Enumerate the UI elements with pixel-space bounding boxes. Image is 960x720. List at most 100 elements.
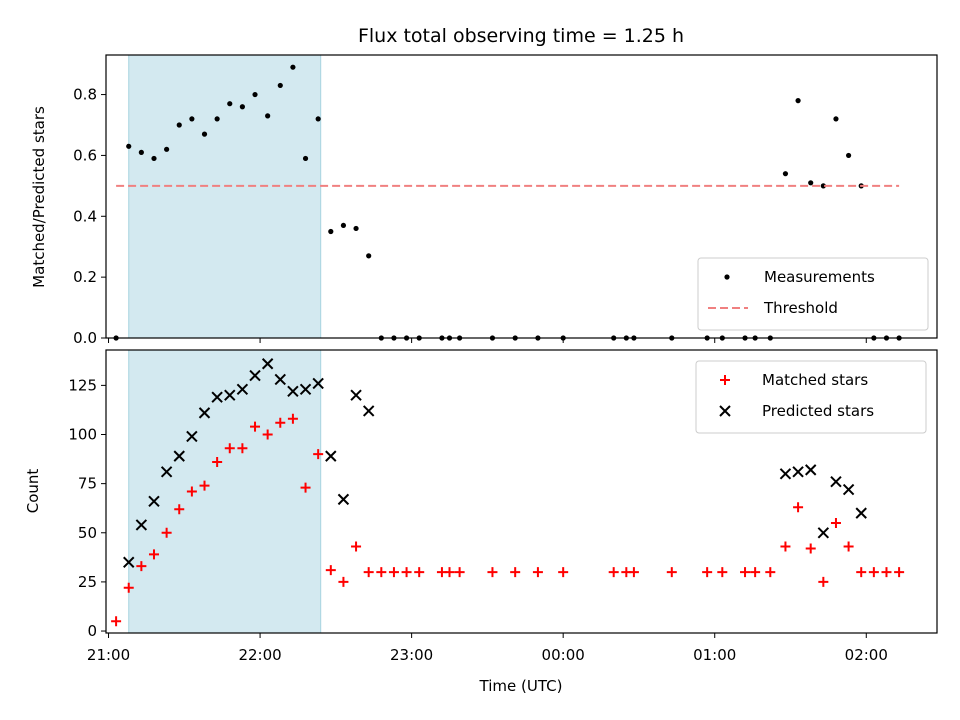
measurement-point [328, 228, 334, 235]
measurement-point [277, 82, 283, 89]
measurement-point [795, 98, 801, 104]
predicted-star-point [236, 383, 249, 396]
matched-star-point [765, 567, 776, 578]
top-y-tick-label: 0.2 [73, 268, 97, 286]
predicted-star-point [312, 377, 324, 390]
matched-star-point [212, 457, 223, 468]
predicted-star-point [337, 493, 350, 506]
top-legend: Measurements Threshold [697, 257, 929, 331]
matched-star-point [161, 527, 172, 538]
x-axis-label: Time (UTC) [479, 677, 563, 695]
matched-star-point [136, 561, 147, 572]
matched-star-point [740, 567, 751, 578]
predicted-star-point [198, 407, 211, 419]
top-y-tick-label: 0.0 [73, 329, 97, 347]
predicted-star-point [299, 383, 312, 396]
predicted-star-point [842, 483, 855, 496]
chart-title: Flux total observing time = 1.25 h [358, 25, 684, 47]
top-y-axis-label: Matched/Predicted stars [30, 106, 48, 288]
legend-label: Measurements [764, 268, 875, 286]
matched-star-point [666, 567, 677, 578]
legend-label: Threshold [763, 299, 838, 317]
predicted-star-point [830, 475, 842, 488]
legend-label: Matched stars [762, 371, 868, 389]
matched-star-point [444, 567, 455, 578]
matched-star-point [628, 567, 639, 578]
bottom-y-tick-label: 50 [78, 524, 97, 542]
matched-star-point [111, 616, 122, 627]
bottom-y-tick-label: 75 [78, 475, 97, 493]
matched-star-point [454, 567, 465, 578]
predicted-star-point [274, 373, 286, 386]
bottom-y-tick-label: 0 [87, 622, 97, 640]
matched-star-point [388, 567, 399, 578]
top-axes-frame [105, 54, 938, 339]
predicted-star-point [350, 389, 362, 401]
measurement-point [265, 113, 271, 119]
matched-star-point [510, 567, 521, 578]
matched-star-point [818, 576, 829, 587]
x-tick-label: 23:00 [390, 646, 433, 664]
matched-star-point [287, 413, 298, 424]
measurement-point [315, 116, 321, 122]
predicted-star-point [362, 405, 375, 417]
bottom-legend-box [695, 360, 927, 434]
matched-star-point [805, 543, 816, 554]
measurement-point [302, 155, 309, 162]
predicted-star-point [224, 389, 236, 401]
measurement-point [808, 180, 814, 186]
predicted-star-point [855, 507, 867, 519]
measurement-point [353, 225, 359, 232]
top-y-tick-label: 0.4 [73, 207, 97, 225]
bottom-y-tick-label: 125 [68, 376, 97, 394]
bottom-y-tick-label: 25 [78, 573, 97, 591]
matched-star-point [174, 504, 185, 515]
predicted-star-point [261, 358, 274, 370]
matched-star-point [123, 582, 134, 593]
matched-star-point [856, 567, 867, 578]
predicted-star-point [160, 466, 173, 478]
measurement-point [126, 143, 132, 149]
measurement-point [201, 131, 208, 137]
matched-star-point [558, 567, 569, 578]
x-tick-label: 00:00 [542, 646, 585, 664]
measurement-point [366, 253, 372, 259]
matched-star-point [532, 567, 543, 578]
matched-star-point [300, 482, 311, 493]
matched-star-point [750, 567, 761, 578]
matched-star-point [881, 567, 892, 578]
measurement-point [164, 146, 170, 152]
legend-predicted-marker [719, 405, 731, 417]
top-shaded-interval [128, 54, 322, 339]
measurement-point [189, 116, 195, 122]
matched-star-point [148, 549, 159, 560]
bottom-y-axis-label: Count [24, 469, 42, 514]
matched-star-point [250, 421, 261, 432]
matched-star-point [237, 443, 248, 454]
matched-star-point [868, 567, 879, 578]
predicted-star-point [325, 450, 337, 462]
x-tick-label: 01:00 [693, 646, 736, 664]
measurement-point [151, 155, 157, 162]
x-tick-label: 02:00 [845, 646, 888, 664]
predicted-star-point [805, 464, 817, 476]
top-legend-box [697, 257, 929, 331]
bottom-y-tick-label: 100 [68, 426, 97, 444]
matched-star-point [894, 567, 905, 578]
measurement-point [227, 101, 233, 107]
predicted-star-point [173, 450, 185, 462]
matched-star-point [186, 486, 197, 497]
bottom-shaded-interval [128, 349, 322, 634]
bottom-axes-frame [105, 349, 938, 634]
matched-star-point [830, 517, 841, 528]
top-panel: 0.0 0.2 0.4 0.6 0.8 Measurements Threshold [73, 54, 938, 347]
matched-star-point [351, 541, 362, 552]
predicted-star-point [779, 468, 792, 480]
matched-star-point [224, 443, 235, 454]
predicted-star-point [287, 385, 299, 397]
matched-star-point [608, 567, 619, 578]
matched-star-point [262, 429, 273, 440]
matched-star-point [325, 565, 336, 576]
matched-star-point [199, 480, 210, 491]
legend-label: Predicted stars [762, 402, 874, 420]
